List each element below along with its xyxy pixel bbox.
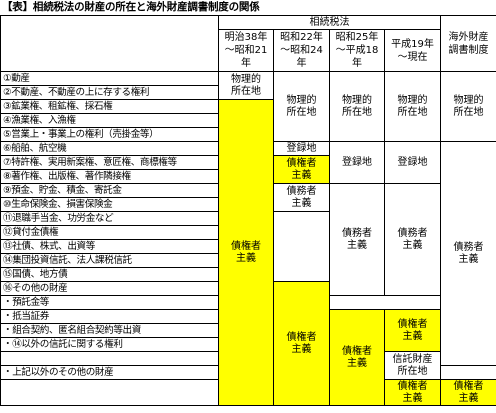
p4-creditor-principle-b: 債権者 主義 <box>384 379 441 406</box>
table-title: 【表】相続税法の財産の所在と海外財産調書制度の関係 <box>2 1 260 13</box>
item-deposit-money: ・預託金等 <box>0 295 219 310</box>
item-other-remaining: ・上記以外のその他の財産 <box>0 365 219 380</box>
item-insurance: ⑩生命保険金、損害保険金 <box>0 197 219 212</box>
corner-header <box>0 15 219 72</box>
item-other-property: ⑯その他の財産 <box>0 281 219 296</box>
p4-trust-location: 信託財産 所在地 <box>384 351 441 380</box>
p5-debtor-principle: 債務者 主義 <box>440 141 496 366</box>
item-deposits: ⑨預金、貯金、積金、寄託金 <box>0 183 219 198</box>
p2-physical-location: 物理的 所在地 <box>273 71 330 142</box>
p1-physical-location: 物理的 所在地 <box>218 71 274 100</box>
p2-creditor-principle-a: 債権者 主義 <box>273 155 330 184</box>
item-retirement: ⑪退職手当金、功労金など <box>0 211 219 226</box>
p3-creditor-principle: 債権者 主義 <box>329 309 385 406</box>
p4-creditor-principle-a: 債権者 主義 <box>384 309 441 352</box>
period-meiji38-header: 明治38年 ～昭和21 年 <box>218 29 274 72</box>
item-patents: ⑦特許権、実用新案権、意匠権、商標権等 <box>0 155 219 170</box>
p2-creditor-principle-b: 債権者 主義 <box>273 281 330 406</box>
item-bonds-shares: ⑬社債、株式、出資等 <box>0 239 219 254</box>
item-real-estate: ②不動産、不動産の上に存する権利 <box>0 85 219 100</box>
property-location-table: 相続税法 海外財産 調書制度 明治38年 ～昭和21 年 昭和22年 ～昭和24… <box>0 15 496 406</box>
item-partnership: ・組合契約、匿名組合契約等出資 <box>0 323 219 338</box>
item-mortgage-securities: ・抵当証券 <box>0 309 219 324</box>
inheritance-tax-header: 相続税法 <box>218 15 441 30</box>
item-business-rights: ⑤営業上・事業上の権利（売掛金等） <box>0 127 219 142</box>
item-investment-trusts: ⑭集団投資信託、法人課税信託 <box>0 253 219 268</box>
p4-physical-location: 物理的 所在地 <box>384 71 441 142</box>
p3-physical-location: 物理的 所在地 <box>329 71 385 142</box>
period-showa25-header: 昭和25年 ～平成18 年 <box>329 29 385 72</box>
p4-debtor-principle: 債務者 主義 <box>384 183 441 296</box>
p3-registry: 登録地 <box>329 141 385 184</box>
p3-debtor-principle: 債務者 主義 <box>329 183 385 296</box>
p1-creditor-principle: 債権者 主義 <box>218 99 274 406</box>
overseas-report-header: 海外財産 調書制度 <box>440 15 496 72</box>
p4-registry: 登録地 <box>384 141 441 184</box>
item-movables: ①動産 <box>0 71 219 86</box>
item-copyrights: ⑧著作権、出版権、著作隣接権 <box>0 169 219 184</box>
item-fishing-rights: ④漁業権、入漁権 <box>0 113 219 128</box>
item-spacer <box>0 351 219 366</box>
period-showa22-header: 昭和22年 ～昭和24 年 <box>273 29 330 72</box>
item-loans: ⑫貸付金債権 <box>0 225 219 240</box>
item-mining-rights: ③鉱業権、租鉱権、採石権 <box>0 99 219 114</box>
item-trust-rights: ・⑭以外の信託に関する権利 <box>0 337 219 352</box>
p5-physical-location: 物理的 所在地 <box>440 71 496 142</box>
item-spacer-end <box>0 379 219 406</box>
p5-creditor-principle: 債権者 主義 <box>440 379 496 406</box>
p2-blank <box>273 211 330 282</box>
period-heisei19-header: 平成19年 ～現在 <box>384 29 441 72</box>
item-government-bonds: ⑮国債、地方債 <box>0 267 219 282</box>
p2-registry: 登録地 <box>273 141 330 156</box>
item-ships-aircraft: ⑥船舶、航空機 <box>0 141 219 156</box>
p2-debtor-principle: 債務者 主義 <box>273 183 330 212</box>
